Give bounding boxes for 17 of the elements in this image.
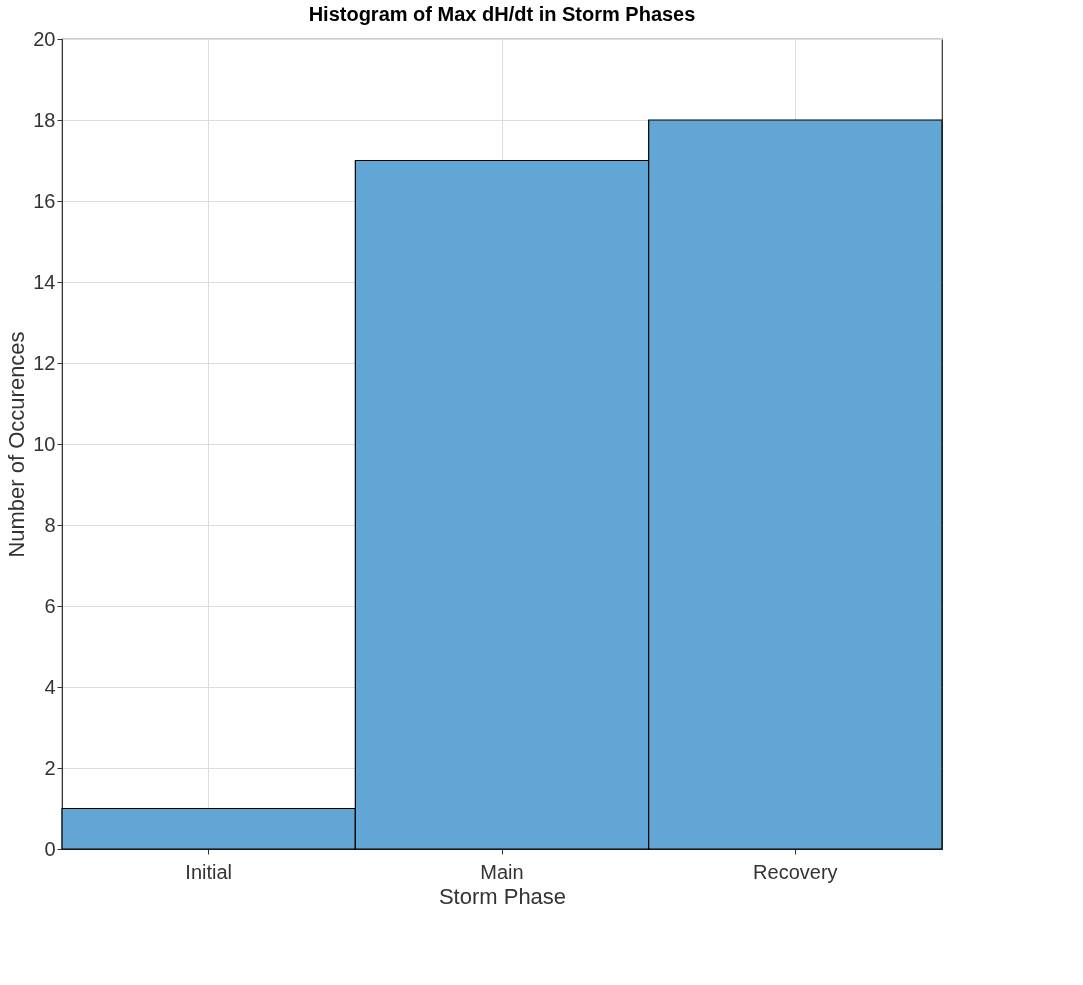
y-tick-label: 8 [44,513,56,536]
y-tick-label: 16 [33,189,56,212]
x-axis-title: Storm Phase [438,883,567,909]
y-tick-label: 12 [33,351,56,374]
x-tick-label: Main [480,860,524,883]
y-tick-label: 0 [44,837,56,860]
y-tick-label: 4 [44,675,56,698]
y-tick-label: 10 [33,432,56,455]
x-tick-label: Initial [185,860,233,883]
y-tick-label: 20 [33,27,56,50]
y-tick-label: 14 [33,270,56,293]
chart-title: Histogram of Max dH/dt in Storm Phases [308,3,696,25]
x-tick-label: Recovery [753,860,838,883]
y-tick-label: 18 [33,108,56,131]
y-tick-label: 2 [44,756,56,779]
y-axis-title: Number of Occurences [4,331,30,558]
y-tick-label: 6 [44,594,56,617]
